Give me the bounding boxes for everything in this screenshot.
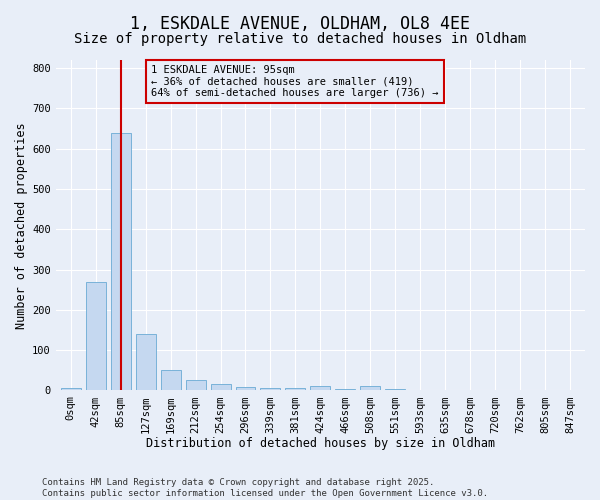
Bar <box>310 386 331 390</box>
Text: Size of property relative to detached houses in Oldham: Size of property relative to detached ho… <box>74 32 526 46</box>
Text: 1 ESKDALE AVENUE: 95sqm
← 36% of detached houses are smaller (419)
64% of semi-d: 1 ESKDALE AVENUE: 95sqm ← 36% of detache… <box>151 65 439 98</box>
Bar <box>236 387 256 390</box>
Bar <box>110 132 131 390</box>
Bar <box>185 380 206 390</box>
Bar <box>361 386 380 390</box>
Bar <box>86 282 106 391</box>
Bar <box>260 388 280 390</box>
Bar <box>61 388 81 390</box>
Bar <box>286 388 305 390</box>
X-axis label: Distribution of detached houses by size in Oldham: Distribution of detached houses by size … <box>146 437 495 450</box>
Bar <box>136 334 155 390</box>
Text: Contains HM Land Registry data © Crown copyright and database right 2025.
Contai: Contains HM Land Registry data © Crown c… <box>42 478 488 498</box>
Bar <box>211 384 230 390</box>
Text: 1, ESKDALE AVENUE, OLDHAM, OL8 4EE: 1, ESKDALE AVENUE, OLDHAM, OL8 4EE <box>130 15 470 33</box>
Y-axis label: Number of detached properties: Number of detached properties <box>15 122 28 328</box>
Bar <box>161 370 181 390</box>
